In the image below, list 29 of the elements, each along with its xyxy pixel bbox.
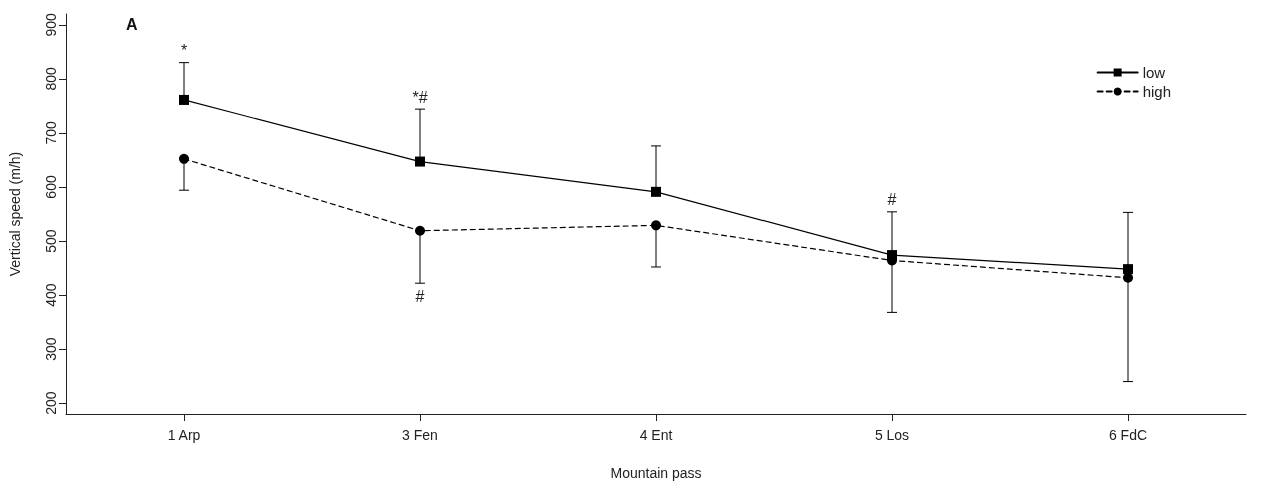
x-axis-title: Mountain pass (610, 465, 702, 481)
y-tick-label: 500 (43, 229, 59, 253)
point (415, 225, 425, 236)
y-tick-label: 600 (43, 175, 59, 199)
point (651, 220, 661, 231)
x-tick-label: 5 Los (874, 427, 910, 443)
point (179, 153, 189, 164)
annotation: * (180, 42, 188, 60)
x-tick-label: 4 Ent (639, 427, 673, 443)
annotation: # (887, 191, 897, 209)
point (1123, 264, 1133, 275)
y-tick-label: 300 (43, 337, 59, 361)
y-tick-label: 900 (43, 12, 59, 37)
legend-label: low (1142, 64, 1166, 81)
x-tick-label: 6 FdC (1108, 427, 1148, 443)
annotation: # (415, 287, 425, 305)
point (651, 186, 661, 197)
point (415, 156, 425, 167)
y-tick-label: 200 (43, 391, 59, 415)
y-tick-label: 700 (43, 121, 59, 145)
annotation: *# (412, 88, 428, 106)
x-tick-label: 3 Fen (402, 427, 438, 443)
legend-label: high (1142, 83, 1171, 100)
y-tick-label: 400 (43, 283, 59, 307)
point (179, 94, 189, 105)
y-tick-label: 800 (43, 66, 59, 91)
x-tick-label: 1 Arp (167, 427, 201, 443)
y-axis-title: Vertical speed (m/h) (7, 151, 23, 277)
annotation: A (126, 15, 138, 33)
